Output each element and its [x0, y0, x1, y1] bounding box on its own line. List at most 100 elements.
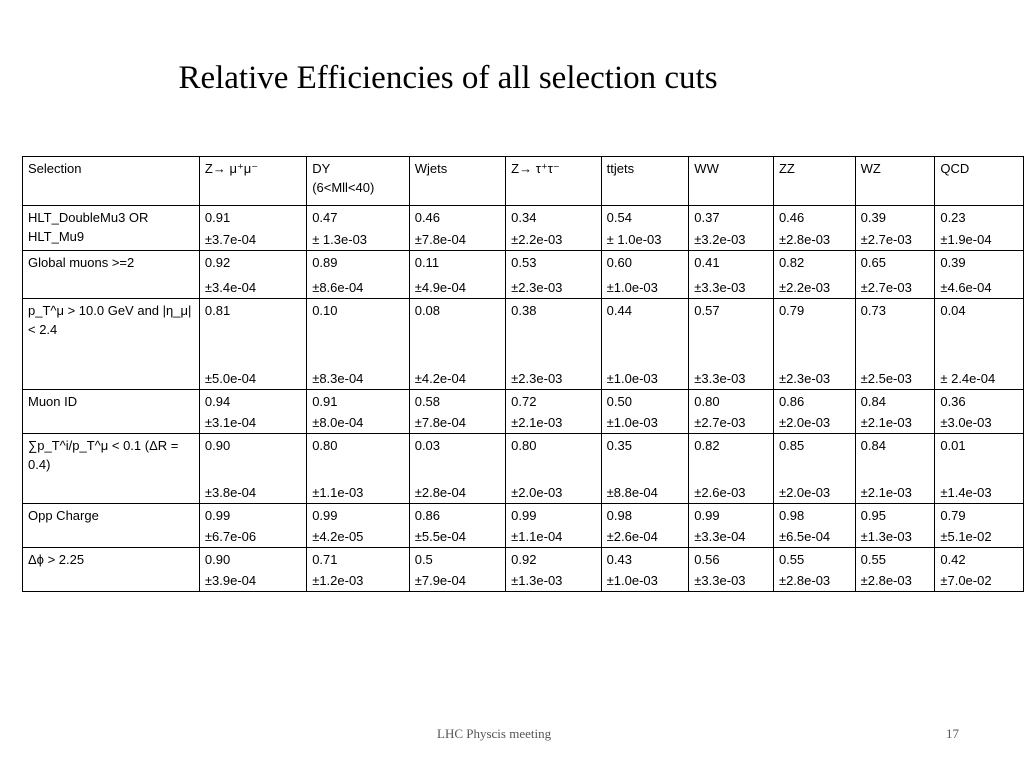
- efficiency-uncertainty: ±5.5e-04: [414, 529, 466, 544]
- page-number: 17: [946, 726, 959, 741]
- column-header-label: Wjets: [414, 161, 448, 176]
- efficiency-cell: 0.46 ±2.8e-03: [772, 205, 856, 251]
- efficiency-uncertainty: ±2.1e-03: [860, 485, 912, 500]
- column-header-label: QCD: [940, 161, 970, 176]
- efficiency-value: 0.79: [940, 508, 966, 523]
- selection-cell: Δϕ > 2.25: [22, 547, 200, 592]
- footer-meeting-name: LHC Physcis meeting: [437, 726, 552, 741]
- selection-label: p_T^μ > 10.0 GeV and |η_μ| < 2.4: [28, 303, 192, 337]
- efficiency-value: 0.37: [694, 210, 720, 225]
- efficiency-cell: 0.99 ±4.2e-05: [306, 503, 410, 548]
- efficiency-table: Selection Z→ μ⁺μ⁻ DY (6<Mll<40) Wjets Z→ τ⁺τ…: [22, 156, 1024, 592]
- efficiency-uncertainty: ±1.0e-03: [606, 371, 658, 386]
- efficiency-cell: 0.58 ±7.8e-04: [408, 389, 507, 434]
- efficiency-value: 0.86: [778, 394, 805, 409]
- efficiency-value: 0.39: [860, 210, 886, 225]
- efficiency-value: 0.41: [694, 255, 720, 270]
- efficiency-value: 0.65: [860, 255, 886, 270]
- efficiency-uncertainty: ±8.0e-04: [312, 415, 364, 430]
- efficiency-value: 0.42: [940, 552, 966, 567]
- selection-label: Global muons >=2: [28, 255, 135, 270]
- table-row: Δϕ > 2.25 0.90 ±3.9e-04 0.71 ±1.2e-03 0.5 ±7.9…: [22, 547, 1024, 592]
- efficiency-value: 0.95: [860, 508, 886, 523]
- efficiency-value: 0.71: [312, 552, 338, 567]
- efficiency-cell: 0.91 ±3.7e-04: [198, 205, 308, 251]
- efficiency-uncertainty: ±7.8e-04: [414, 232, 466, 247]
- efficiency-uncertainty: ±1.3e-03: [511, 573, 563, 588]
- efficiency-uncertainty: ±2.2e-03: [511, 232, 563, 247]
- efficiency-uncertainty: ±4.2e-04: [414, 371, 466, 386]
- column-header-label: Z→ τ⁺τ⁻: [511, 161, 560, 176]
- efficiency-value: 0.39: [940, 255, 966, 270]
- efficiency-uncertainty: ±2.1e-03: [860, 415, 912, 430]
- column-header: Z→ μ⁺μ⁻: [198, 156, 308, 206]
- efficiency-cell: 0.54 ± 1.0e-03: [600, 205, 690, 251]
- column-header: Wjets: [408, 156, 507, 206]
- efficiency-uncertainty: ±8.3e-04: [312, 371, 364, 386]
- column-header-label: ZZ: [778, 161, 795, 176]
- efficiency-uncertainty: ±2.1e-03: [511, 415, 563, 430]
- efficiency-uncertainty: ±3.8e-04: [204, 485, 257, 500]
- efficiency-value: 0.47: [312, 210, 338, 225]
- efficiency-uncertainty: ±5.0e-04: [204, 371, 257, 386]
- efficiency-uncertainty: ±3.4e-04: [204, 280, 257, 295]
- efficiency-cell: 0.37 ±3.2e-03: [688, 205, 774, 251]
- efficiency-value: 0.72: [511, 394, 537, 409]
- efficiency-value: 0.10: [312, 303, 338, 318]
- efficiency-cell: 0.44 ±1.0e-03: [600, 298, 690, 390]
- efficiency-value: 0.5: [414, 552, 433, 567]
- efficiency-cell: 0.72 ±2.1e-03: [505, 389, 602, 434]
- efficiency-value: 0.82: [694, 438, 720, 453]
- efficiency-uncertainty: ±2.0e-03: [778, 485, 831, 500]
- efficiency-value: 0.08: [414, 303, 441, 318]
- efficiency-uncertainty: ±7.9e-04: [414, 573, 466, 588]
- efficiency-uncertainty: ±1.1e-03: [312, 485, 364, 500]
- efficiency-cell: 0.95 ±1.3e-03: [854, 503, 936, 548]
- efficiency-cell: 0.99 ±6.7e-06: [198, 503, 308, 548]
- efficiency-uncertainty: ±2.8e-03: [778, 573, 831, 588]
- selection-label: Muon ID: [28, 394, 78, 409]
- efficiency-cell: 0.89 ±8.6e-04: [306, 250, 410, 299]
- column-header: WW: [688, 156, 774, 206]
- efficiency-value: 0.04: [940, 303, 966, 318]
- efficiency-value: 0.53: [511, 255, 537, 270]
- column-header-label: WW: [694, 161, 719, 176]
- table-row: Global muons >=2 0.92 ±3.4e-04 0.89 ±8.6e-04…: [22, 250, 1024, 299]
- efficiency-value: 0.55: [778, 552, 805, 567]
- efficiency-cell: 0.82 ±2.2e-03: [772, 250, 856, 299]
- efficiency-uncertainty: ±2.3e-03: [511, 280, 563, 295]
- selection-cell: Muon ID: [22, 389, 200, 434]
- efficiency-value: 0.01: [940, 438, 966, 453]
- efficiency-uncertainty: ±5.1e-02: [940, 529, 992, 544]
- column-header-label: Selection: [28, 161, 82, 176]
- efficiency-value: 0.98: [606, 508, 632, 523]
- efficiency-uncertainty: ±3.3e-03: [694, 573, 746, 588]
- efficiency-uncertainty: ±1.3e-03: [860, 529, 912, 544]
- efficiency-uncertainty: ±2.5e-03: [860, 371, 912, 386]
- efficiency-uncertainty: ±1.0e-03: [606, 280, 658, 295]
- efficiency-uncertainty: ±2.0e-03: [778, 415, 831, 430]
- efficiency-value: 0.80: [694, 394, 720, 409]
- efficiency-uncertainty: ±6.5e-04: [778, 529, 831, 544]
- column-header-label: Z→ μ⁺μ⁻: [204, 161, 259, 176]
- column-header: DY (6<Mll<40): [306, 156, 410, 206]
- efficiency-cell: 0.82 ±2.6e-03: [688, 433, 774, 504]
- efficiency-value: 0.57: [694, 303, 720, 318]
- efficiency-value: 0.55: [860, 552, 886, 567]
- efficiency-value: 0.23: [940, 210, 966, 225]
- efficiency-value: 0.89: [312, 255, 338, 270]
- efficiency-uncertainty: ±7.0e-02: [940, 573, 992, 588]
- efficiency-uncertainty: ±2.0e-03: [511, 485, 563, 500]
- efficiency-uncertainty: ±3.9e-04: [204, 573, 257, 588]
- efficiency-cell: 0.92 ±3.4e-04: [198, 250, 308, 299]
- selection-cell: HLT_DoubleMu3 OR HLT_Mu9: [22, 205, 200, 251]
- efficiency-cell: 0.04 ± 2.4e-04: [934, 298, 1024, 390]
- selection-cell: Global muons >=2: [22, 250, 200, 299]
- column-header: ZZ: [772, 156, 856, 206]
- efficiency-value: 0.46: [414, 210, 441, 225]
- efficiency-cell: 0.84 ±2.1e-03: [854, 389, 936, 434]
- efficiency-cell: 0.23 ±1.9e-04: [934, 205, 1024, 251]
- efficiency-uncertainty: ±6.7e-06: [204, 529, 257, 544]
- efficiency-cell: 0.73 ±2.5e-03: [854, 298, 936, 390]
- efficiency-uncertainty: ±3.3e-03: [694, 371, 746, 386]
